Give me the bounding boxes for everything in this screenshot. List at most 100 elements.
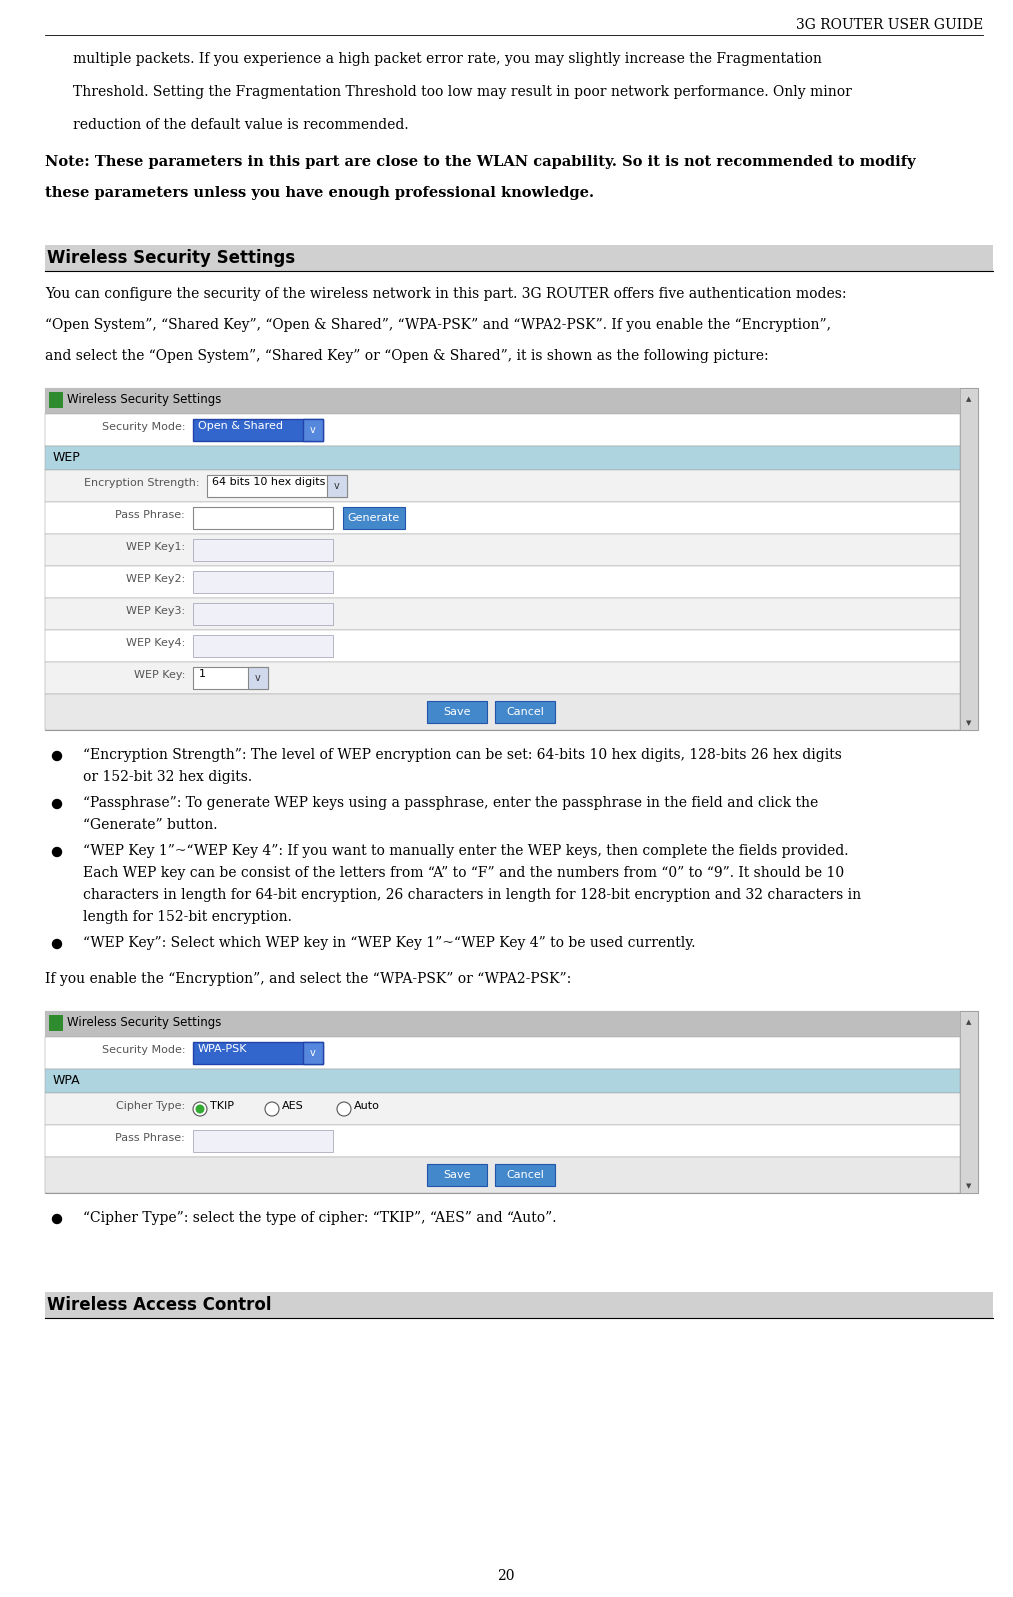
Text: WEP Key2:: WEP Key2:: [126, 573, 185, 585]
Text: Generate: Generate: [347, 513, 400, 522]
Text: 3G ROUTER USER GUIDE: 3G ROUTER USER GUIDE: [796, 18, 983, 32]
Bar: [495, 1164, 555, 1187]
Text: Open & Shared: Open & Shared: [198, 422, 283, 431]
Bar: [45, 1068, 960, 1092]
Text: “Open System”, “Shared Key”, “Open & Shared”, “WPA-PSK” and “WPA2-PSK”. If you e: “Open System”, “Shared Key”, “Open & Sha…: [45, 318, 831, 332]
Circle shape: [53, 848, 62, 856]
Bar: [45, 1292, 993, 1318]
Text: “Encryption Strength”: The level of WEP encryption can be set: 64-bits 10 hex di: “Encryption Strength”: The level of WEP …: [83, 747, 842, 762]
Text: “WEP Key 1”~“WEP Key 4”: If you want to manually enter the WEP keys, then comple: “WEP Key 1”~“WEP Key 4”: If you want to …: [83, 843, 849, 858]
Text: Wireless Security Settings: Wireless Security Settings: [47, 249, 295, 267]
Text: Pass Phrase:: Pass Phrase:: [115, 509, 185, 521]
Bar: [45, 388, 978, 730]
Circle shape: [196, 1105, 205, 1113]
Text: Encryption Strength:: Encryption Strength:: [84, 478, 200, 489]
Text: Threshold. Setting the Fragmentation Threshold too low may result in poor networ: Threshold. Setting the Fragmentation Thr…: [73, 85, 852, 99]
Text: or 152-bit 32 hex digits.: or 152-bit 32 hex digits.: [83, 770, 252, 784]
Text: these parameters unless you have enough professional knowledge.: these parameters unless you have enough …: [45, 185, 594, 200]
Bar: [45, 1124, 960, 1156]
Bar: [343, 506, 405, 529]
Bar: [45, 629, 960, 663]
Text: Save: Save: [444, 1171, 471, 1180]
Text: WEP: WEP: [53, 450, 81, 465]
Bar: [427, 701, 487, 723]
Circle shape: [53, 800, 62, 808]
Text: Auto: Auto: [354, 1100, 380, 1112]
Text: WEP Key4:: WEP Key4:: [126, 637, 185, 648]
Bar: [193, 1131, 333, 1151]
Circle shape: [193, 1102, 207, 1116]
Text: v: v: [334, 481, 340, 490]
Bar: [45, 388, 960, 414]
Text: and select the “Open System”, “Shared Key” or “Open & Shared”, it is shown as th: and select the “Open System”, “Shared Ke…: [45, 350, 769, 363]
Text: You can configure the security of the wireless network in this part. 3G ROUTER o: You can configure the security of the wi…: [45, 287, 847, 300]
Bar: [49, 1016, 63, 1032]
Circle shape: [53, 939, 62, 949]
Text: 1: 1: [199, 669, 206, 679]
Text: TKIP: TKIP: [210, 1100, 234, 1112]
Bar: [45, 1011, 978, 1193]
Bar: [45, 695, 960, 730]
Bar: [45, 244, 993, 271]
Bar: [45, 1036, 960, 1068]
Text: Security Mode:: Security Mode:: [101, 422, 185, 433]
Bar: [193, 604, 333, 624]
Text: WPA: WPA: [53, 1075, 81, 1088]
Bar: [45, 470, 960, 501]
Bar: [45, 1092, 960, 1124]
Text: 64 bits 10 hex digits: 64 bits 10 hex digits: [212, 478, 325, 487]
Bar: [193, 418, 323, 441]
Text: WEP Key1:: WEP Key1:: [126, 541, 185, 553]
Text: ▲: ▲: [966, 1019, 971, 1025]
Bar: [303, 418, 323, 441]
Circle shape: [265, 1102, 279, 1116]
Circle shape: [53, 752, 62, 760]
Text: Security Mode:: Security Mode:: [101, 1044, 185, 1056]
Text: Wireless Access Control: Wireless Access Control: [47, 1297, 271, 1314]
Bar: [45, 597, 960, 629]
Text: Cancel: Cancel: [506, 707, 544, 717]
Text: “Generate” button.: “Generate” button.: [83, 818, 218, 832]
Bar: [193, 506, 333, 529]
Text: length for 152-bit encryption.: length for 152-bit encryption.: [83, 910, 292, 925]
Bar: [495, 701, 555, 723]
Bar: [207, 474, 347, 497]
Text: Save: Save: [444, 707, 471, 717]
Text: Cipher Type:: Cipher Type:: [115, 1100, 185, 1112]
Text: WEP Key3:: WEP Key3:: [126, 605, 185, 616]
Text: Cancel: Cancel: [506, 1171, 544, 1180]
Bar: [45, 501, 960, 533]
Text: WPA-PSK: WPA-PSK: [198, 1044, 247, 1054]
Circle shape: [337, 1102, 350, 1116]
Circle shape: [53, 1214, 62, 1223]
Bar: [193, 636, 333, 656]
Text: AES: AES: [282, 1100, 304, 1112]
Bar: [193, 1041, 323, 1064]
Bar: [45, 414, 960, 446]
Bar: [45, 1011, 960, 1036]
Text: reduction of the default value is recommended.: reduction of the default value is recomm…: [73, 118, 408, 133]
Bar: [193, 572, 333, 592]
Text: 20: 20: [497, 1568, 515, 1583]
Text: “Passphrase”: To generate WEP keys using a passphrase, enter the passphrase in t: “Passphrase”: To generate WEP keys using…: [83, 795, 819, 810]
Bar: [427, 1164, 487, 1187]
Bar: [960, 388, 978, 730]
Bar: [45, 1156, 960, 1193]
Bar: [45, 446, 960, 470]
Text: v: v: [310, 1048, 316, 1057]
Text: If you enable the “Encryption”, and select the “WPA-PSK” or “WPA2-PSK”:: If you enable the “Encryption”, and sele…: [45, 973, 571, 985]
Bar: [193, 540, 333, 561]
Bar: [303, 1041, 323, 1064]
Bar: [45, 533, 960, 565]
Text: ▲: ▲: [966, 396, 971, 402]
Text: “WEP Key”: Select which WEP key in “WEP Key 1”~“WEP Key 4” to be used currently.: “WEP Key”: Select which WEP key in “WEP …: [83, 936, 696, 950]
Bar: [193, 668, 268, 688]
Text: ▼: ▼: [966, 720, 971, 727]
Text: “Cipher Type”: select the type of cipher: “TKIP”, “AES” and “Auto”.: “Cipher Type”: select the type of cipher…: [83, 1211, 556, 1225]
Text: v: v: [310, 425, 316, 434]
Bar: [45, 565, 960, 597]
Text: characters in length for 64-bit encryption, 26 characters in length for 128-bit : characters in length for 64-bit encrypti…: [83, 888, 861, 902]
Bar: [960, 1011, 978, 1193]
Bar: [327, 474, 347, 497]
Text: WEP Key:: WEP Key:: [134, 671, 185, 680]
